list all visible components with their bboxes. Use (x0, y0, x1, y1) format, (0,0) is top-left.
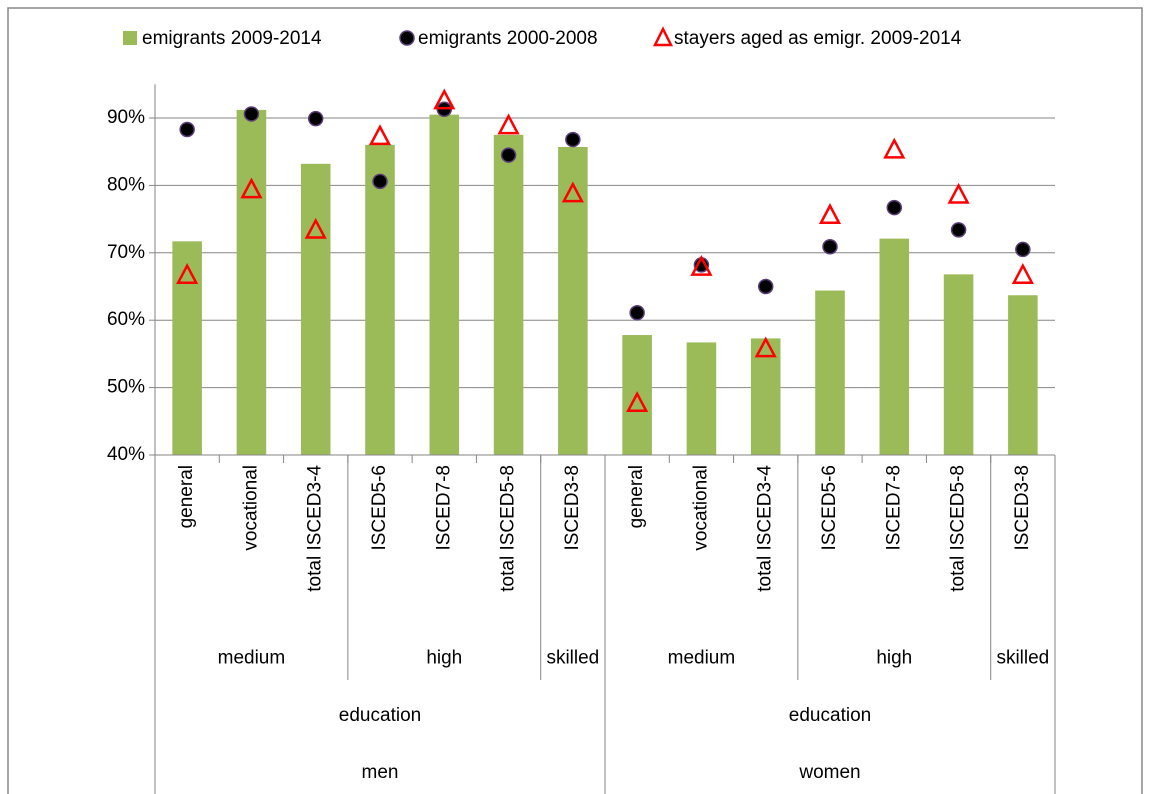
dot-marker (822, 238, 838, 255)
x-tick-label: vocational (240, 465, 261, 551)
dot-marker (372, 173, 388, 190)
bar (365, 144, 395, 455)
triangle-marker (368, 124, 392, 146)
bar (558, 146, 588, 455)
group-label: medium (218, 648, 286, 669)
y-tick-label: 40% (107, 444, 145, 465)
legend-swatch (123, 31, 137, 45)
x-tick-label: ISCED7-8 (883, 465, 904, 551)
bar (686, 342, 717, 455)
triangle-marker (1011, 263, 1034, 284)
dot-marker (1015, 241, 1031, 258)
bar (750, 338, 781, 455)
bar (815, 290, 845, 455)
y-tick-label: 60% (107, 309, 145, 330)
legend-label: emigrants 2000-2008 (418, 28, 598, 49)
group-label: medium (668, 648, 736, 669)
group-label: skilled (546, 648, 599, 669)
triangle-marker (433, 88, 456, 110)
x-tick-label: total ISCED5-8 (498, 465, 519, 592)
triangle-marker (304, 217, 327, 239)
group-label: women (798, 762, 860, 783)
dot-marker (500, 147, 517, 163)
dot-marker (629, 305, 645, 321)
dot-marker (307, 110, 324, 127)
legend-swatch (652, 26, 674, 47)
triangle-marker (497, 113, 520, 135)
x-tick-label: total ISCED3-4 (305, 465, 326, 592)
triangle-marker (883, 137, 906, 159)
bar (300, 163, 331, 455)
dot-marker (243, 106, 260, 122)
triangle-marker (754, 336, 777, 358)
triangle-marker (947, 182, 970, 204)
dot-marker (179, 121, 195, 138)
group-label: men (362, 762, 399, 783)
dot-marker (950, 222, 967, 238)
bar (1008, 295, 1038, 455)
y-tick-label: 80% (107, 174, 145, 195)
legend-label: emigrants 2009-2014 (142, 28, 322, 49)
triangle-marker (561, 181, 584, 203)
triangle-marker (240, 177, 263, 199)
x-tick-label: ISCED5-6 (819, 465, 840, 551)
triangle-marker (690, 254, 713, 276)
bar (429, 114, 460, 455)
x-tick-label: ISCED5-6 (369, 465, 390, 551)
group-label: education (339, 705, 421, 726)
chart-border (7, 7, 1143, 794)
triangle-marker (818, 203, 842, 224)
group-label: education (789, 705, 871, 726)
bar (236, 109, 267, 456)
x-tick-label: total ISCED5-8 (948, 465, 969, 592)
y-tick-label: 50% (107, 377, 145, 398)
x-tick-label: ISCED3-8 (1012, 465, 1033, 551)
dot-marker (886, 199, 903, 216)
x-tick-label: total ISCED3-4 (755, 465, 776, 592)
dot-marker (757, 278, 774, 295)
x-tick-label: general (626, 465, 647, 528)
group-label: high (876, 648, 912, 669)
x-tick-label: general (176, 465, 197, 528)
dot-marker (565, 131, 581, 148)
bar (879, 238, 910, 455)
bar (943, 274, 974, 455)
legend-label: stayers aged as emigr. 2009-2014 (674, 28, 962, 49)
bar (172, 241, 202, 455)
y-tick-label: 90% (107, 107, 145, 128)
x-tick-label: vocational (690, 465, 711, 551)
legend-swatch (399, 30, 415, 46)
x-tick-label: ISCED3-8 (562, 465, 583, 551)
bar (493, 134, 524, 455)
x-tick-label: ISCED7-8 (433, 465, 454, 551)
group-label: high (426, 648, 462, 669)
triangle-marker (176, 263, 199, 284)
triangle-marker (626, 391, 649, 413)
y-tick-label: 70% (107, 242, 145, 263)
group-label: skilled (996, 648, 1049, 669)
